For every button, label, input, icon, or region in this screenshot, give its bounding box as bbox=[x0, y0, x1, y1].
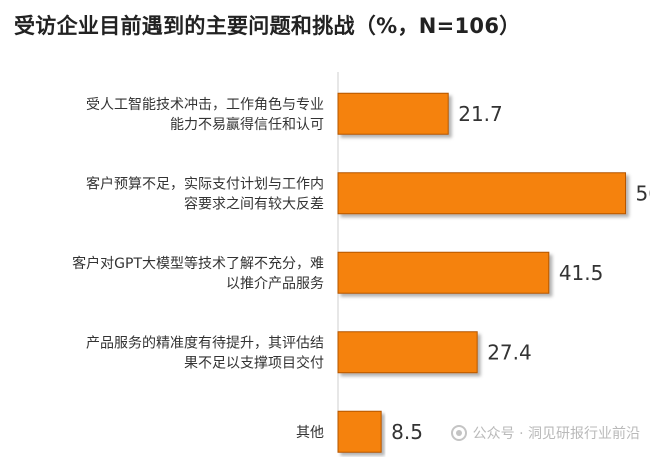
data-label-5: 8.5 bbox=[391, 420, 423, 444]
category-label-5: 其他 bbox=[296, 425, 324, 441]
category-label-3: 客户对GPT大模型等技术了解不充分，难以推介产品服务 bbox=[72, 255, 324, 292]
category-label-1: 受人工智能技术冲击，工作角色与专业能力不易赢得信任和认可 bbox=[86, 96, 324, 133]
data-label-4: 27.4 bbox=[487, 340, 532, 364]
bar-3 bbox=[337, 251, 550, 294]
chart-title: 受访企业目前遇到的主要问题和挑战（%，N=106） bbox=[14, 14, 521, 38]
watermark-text: 公众号 · 洞见研报行业前沿 bbox=[472, 426, 640, 442]
bar-1 bbox=[337, 92, 449, 135]
bar-4 bbox=[337, 331, 478, 374]
data-label-3: 41.5 bbox=[559, 261, 604, 285]
bar-5 bbox=[337, 410, 382, 453]
category-label-2: 客户预算不足，实际支付计划与工作内容要求之间有较大反差 bbox=[86, 175, 324, 212]
data-label-2: 56.6 bbox=[636, 181, 650, 205]
bar-2 bbox=[337, 172, 627, 215]
watermark: 公众号 · 洞见研报行业前沿 bbox=[450, 423, 640, 443]
category-label-4: 产品服务的精准度有待提升，其评估结果不足以支撑项目交付 bbox=[86, 335, 324, 371]
wechat-account-icon bbox=[450, 425, 467, 441]
data-label-1: 21.7 bbox=[458, 102, 503, 126]
